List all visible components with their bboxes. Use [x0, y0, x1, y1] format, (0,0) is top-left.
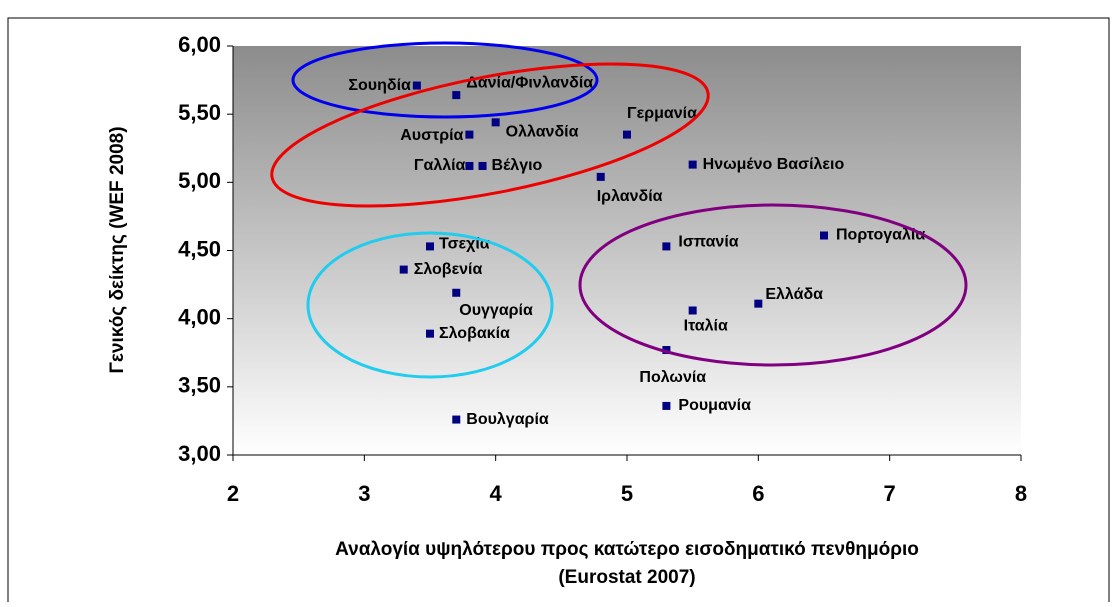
- point-label: Ελλάδα: [765, 286, 823, 303]
- y-tick-label: 3,00: [178, 441, 221, 466]
- point-label: Βουλγαρία: [466, 411, 549, 428]
- point-label: Ηνωμένο Βασίλειο: [703, 156, 845, 173]
- point: [688, 160, 697, 169]
- point: [465, 161, 474, 170]
- point: [426, 329, 434, 338]
- point-label: Σουηδία: [348, 77, 411, 94]
- point: [662, 346, 671, 355]
- point: [452, 415, 461, 424]
- point: [754, 299, 763, 308]
- point: [662, 401, 671, 410]
- point-label: Τσεχία: [439, 236, 490, 253]
- x-tick-label: 7: [884, 481, 896, 506]
- x-tick-label: 6: [752, 481, 764, 506]
- point-label: Πορτογαλία: [836, 227, 925, 244]
- point-label: Πολωνία: [639, 369, 706, 386]
- x-tick-label: 8: [1015, 481, 1027, 506]
- point-label: Ουγγαρία: [459, 302, 533, 319]
- point: [623, 130, 631, 139]
- point-label: Ισπανία: [678, 234, 738, 251]
- point: [452, 91, 461, 100]
- group-ellipse: [578, 203, 968, 367]
- point-label: Βέλγιο: [492, 157, 543, 174]
- y-axis-label: Γενικός δείκτης (WEF 2008): [107, 126, 128, 373]
- point: [596, 172, 605, 181]
- point-label: Γερμανία: [627, 105, 697, 122]
- group-ellipse: [291, 41, 599, 119]
- point-label: Δανία/Φινλανδία: [466, 74, 593, 91]
- point: [820, 231, 828, 240]
- point-label: Γαλλία: [414, 157, 466, 174]
- point-label: Ιταλία: [684, 318, 728, 335]
- point: [491, 118, 500, 127]
- group-ellipse: [270, 62, 710, 208]
- x-axis-label: (Eurostat 2007): [558, 567, 695, 588]
- group-ellipse: [306, 231, 554, 379]
- point-label: Σλοβενία: [414, 261, 483, 278]
- plot-area: [233, 46, 1021, 455]
- point-label: Ολλανδία: [506, 124, 579, 141]
- x-tick-label: 5: [621, 481, 633, 506]
- x-tick-label: 2: [227, 481, 239, 506]
- point: [478, 161, 487, 170]
- y-tick-label: 5,00: [178, 168, 221, 193]
- point: [465, 130, 474, 139]
- point: [412, 81, 421, 90]
- y-tick-label: 4,50: [178, 236, 221, 261]
- point: [688, 306, 697, 315]
- point-label: Σλοβακία: [439, 325, 510, 342]
- point-label: Αυστρία: [400, 127, 463, 144]
- x-tick-label: 3: [358, 481, 370, 506]
- y-tick-label: 5,50: [178, 100, 221, 125]
- y-tick-label: 6,00: [178, 32, 221, 57]
- x-axis-label: Αναλογία υψηλότερου προς κατώτερο εισοδη…: [335, 539, 919, 560]
- y-tick-label: 4,00: [178, 304, 221, 329]
- point: [426, 242, 434, 251]
- x-tick-label: 4: [490, 481, 503, 506]
- y-tick-label: 3,50: [178, 373, 221, 398]
- point: [452, 288, 461, 297]
- point: [399, 265, 408, 274]
- point-label: Ιρλανδία: [597, 188, 663, 205]
- point: [662, 242, 671, 251]
- point-label: Ρουμανία: [678, 397, 751, 414]
